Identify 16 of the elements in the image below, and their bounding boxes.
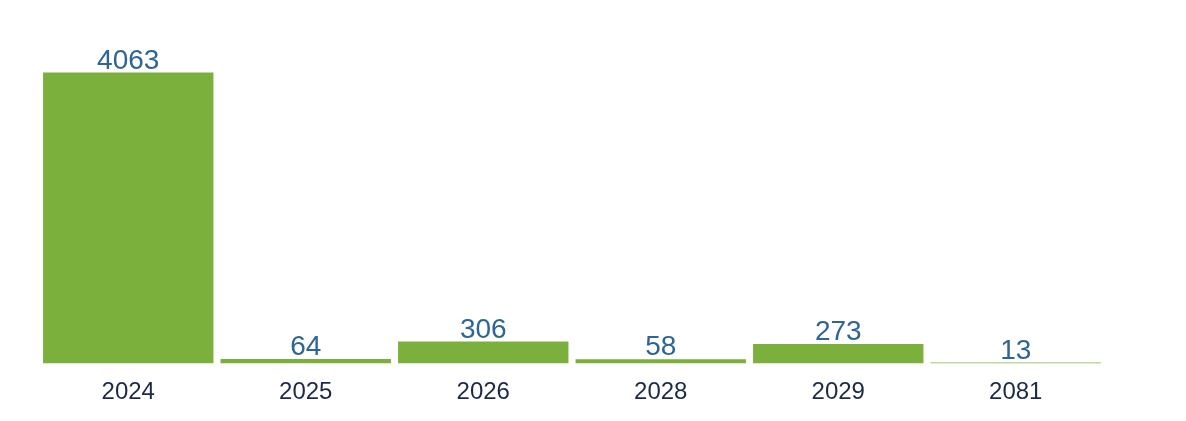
x-tick-label: 2026 [456,376,510,404]
bar [575,359,746,364]
x-tick-label: 2024 [101,376,155,404]
x-tick-label: 2081 [989,376,1043,404]
data-label: 64 [290,329,322,361]
x-tick-label: 2025 [279,376,333,404]
data-label: 58 [645,330,677,362]
bar [43,72,214,364]
data-label: 273 [814,314,862,346]
data-label: 13 [1000,333,1032,365]
data-label: 4063 [97,43,160,75]
x-tick-label: 2029 [811,376,865,404]
x-tick-label: 2028 [634,376,688,404]
bar [753,343,924,364]
bar [398,341,569,364]
data-label: 306 [459,312,507,344]
